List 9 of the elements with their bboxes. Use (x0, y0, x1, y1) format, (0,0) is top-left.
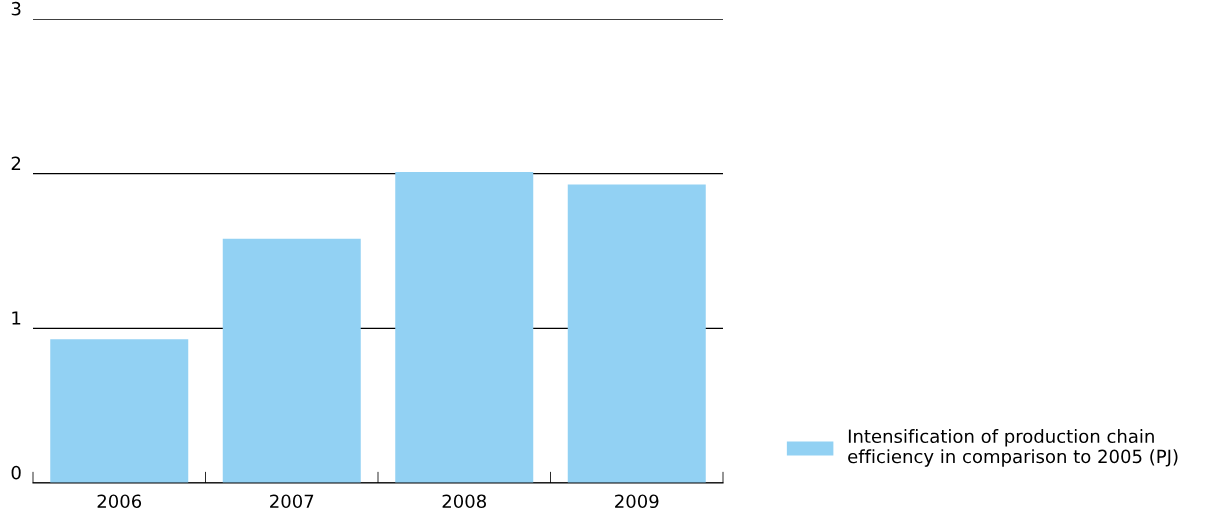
x-tick-label: 2007 (270, 494, 314, 509)
x-tick-label: 2009 (615, 494, 659, 509)
y-tick-label: 2 (11, 156, 21, 170)
y-tick-label: 1 (12, 311, 21, 325)
y-tick-label: 3 (11, 1, 21, 16)
x-tick-label: 2006 (97, 494, 142, 509)
legend-label: Intensification of production chain efficiency in comparison to 2005 (PJ) (848, 429, 1178, 467)
y-tick-label: 0 (11, 465, 21, 480)
x-tick-label: 2008 (442, 494, 486, 509)
